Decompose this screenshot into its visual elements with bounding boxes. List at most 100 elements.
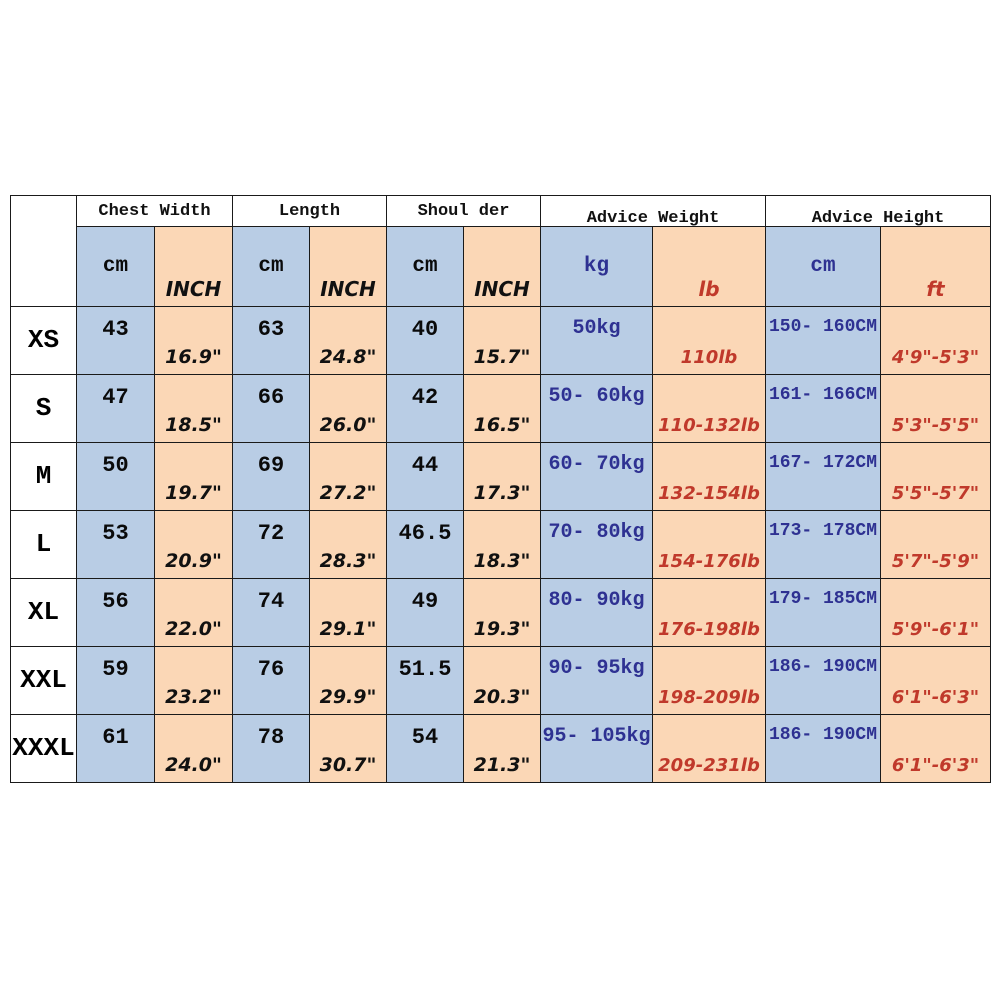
cell-value-length-inch: 29.1" — [319, 618, 377, 641]
cell-value-chest-inch: 22.0" — [165, 618, 222, 641]
size-label-cell: L — [10, 510, 77, 579]
cell-value-weight-lb: 209-231lb — [658, 755, 760, 777]
size-label: XXXL — [12, 733, 75, 764]
subheader-height-cm-cell: cm — [765, 226, 881, 307]
cell-shoulder-inch: 15.7" — [463, 306, 541, 375]
cell-value-weight-lb: 176-198lb — [658, 619, 760, 641]
cell-shoulder-cm: 51.5 — [386, 646, 464, 715]
cell-weight-lb: 176-198lb — [652, 578, 766, 647]
subheader-length-cm: cm — [258, 254, 284, 278]
cell-value-height-cm: 167- 172CM — [768, 453, 878, 473]
cell-value-length-inch: 24.8" — [319, 346, 377, 369]
size-label-cell: M — [10, 442, 77, 511]
cell-shoulder-inch: 17.3" — [463, 442, 541, 511]
cell-value-height-ft: 5'3"-5'5" — [891, 415, 980, 437]
cell-length-cm: 78 — [232, 714, 310, 783]
cell-weight-lb: 132-154lb — [652, 442, 766, 511]
cell-value-length-cm: 69 — [257, 453, 285, 478]
cell-height-cm: 173- 178CM — [765, 510, 881, 579]
subheader-chest-inch-cell: INCH — [154, 226, 233, 307]
size-label: XXL — [20, 665, 67, 696]
cell-height-cm: 161- 166CM — [765, 374, 881, 443]
cell-chest-inch: 24.0" — [154, 714, 233, 783]
cell-value-weight-kg: 70- 80kg — [548, 521, 645, 544]
cell-height-ft: 5'5"-5'7" — [880, 442, 991, 511]
cell-value-shoulder-inch: 17.3" — [473, 482, 531, 505]
size-label-cell: S — [10, 374, 77, 443]
size-row-m: M 50 19.7" 69 27.2" 44 17.3" 60- 70kg 132-154lb 1… — [10, 442, 991, 511]
cell-value-length-inch: 30.7" — [319, 754, 377, 777]
cell-weight-kg: 50kg — [540, 306, 653, 375]
cell-weight-kg: 90- 95kg — [540, 646, 653, 715]
cell-length-inch: 27.2" — [309, 442, 387, 511]
cell-chest-cm: 56 — [76, 578, 155, 647]
cell-weight-lb: 209-231lb — [652, 714, 766, 783]
cell-length-inch: 29.1" — [309, 578, 387, 647]
size-label: XS — [27, 325, 60, 356]
cell-length-cm: 72 — [232, 510, 310, 579]
size-label-cell: XL — [10, 578, 77, 647]
cell-chest-inch: 20.9" — [154, 510, 233, 579]
cell-value-height-cm: 161- 166CM — [768, 385, 878, 405]
cell-value-shoulder-cm: 42 — [411, 385, 439, 410]
cell-length-inch: 29.9" — [309, 646, 387, 715]
subheader-weight-lb-cell: lb — [652, 226, 766, 307]
cell-value-chest-inch: 23.2" — [165, 686, 222, 709]
cell-shoulder-cm: 44 — [386, 442, 464, 511]
cell-weight-kg: 80- 90kg — [540, 578, 653, 647]
cell-value-chest-cm: 50 — [102, 453, 129, 478]
cell-shoulder-cm: 42 — [386, 374, 464, 443]
cell-height-ft: 5'9"-6'1" — [880, 578, 991, 647]
cell-weight-lb: 110-132lb — [652, 374, 766, 443]
subheader-shoulder-cm-cell: cm — [386, 226, 464, 307]
subheader-chest-cm: cm — [102, 254, 129, 278]
size-row-xs: XS 43 16.9" 63 24.8" 40 15.7" 50kg 110lb 150- 160… — [10, 306, 991, 375]
cell-weight-lb: 198-209lb — [652, 646, 766, 715]
cell-weight-kg: 70- 80kg — [540, 510, 653, 579]
cell-value-weight-kg: 80- 90kg — [548, 589, 645, 612]
cell-height-cm: 186- 190CM — [765, 714, 881, 783]
cell-value-shoulder-inch: 16.5" — [473, 414, 531, 437]
cell-chest-inch: 19.7" — [154, 442, 233, 511]
cell-value-length-cm: 66 — [257, 385, 285, 410]
cell-value-weight-lb: 132-154lb — [658, 483, 760, 505]
subheader-weight-kg: kg — [583, 254, 610, 278]
cell-value-chest-inch: 16.9" — [165, 346, 222, 369]
cell-height-ft: 6'1"-6'3" — [880, 646, 991, 715]
subheader-length-inch-cell: INCH — [309, 226, 387, 307]
size-row-xxxl: XXXL 61 24.0" 78 30.7" 54 21.3" 95- 105kg 209-23… — [10, 714, 991, 783]
cell-height-ft: 5'7"-5'9" — [880, 510, 991, 579]
cell-value-shoulder-inch: 15.7" — [473, 346, 531, 369]
cell-value-weight-kg: 90- 95kg — [548, 657, 645, 680]
cell-height-cm: 167- 172CM — [765, 442, 881, 511]
cell-length-cm: 63 — [232, 306, 310, 375]
cell-length-inch: 28.3" — [309, 510, 387, 579]
subheader-length-cm-cell: cm — [232, 226, 310, 307]
group-shoulder-cell: Shoul der — [386, 195, 541, 227]
cell-value-chest-inch: 18.5" — [165, 414, 222, 437]
cell-value-length-cm: 76 — [257, 657, 285, 682]
subheader-height-ft: ft — [926, 277, 945, 301]
size-label-cell: XXL — [10, 646, 77, 715]
cell-value-chest-inch: 24.0" — [165, 754, 222, 777]
cell-value-weight-kg: 50- 60kg — [548, 385, 645, 408]
cell-value-shoulder-cm: 54 — [411, 725, 439, 750]
cell-length-inch: 24.8" — [309, 306, 387, 375]
group-advice-weight-label: Advice Weight — [586, 208, 720, 228]
cell-value-shoulder-cm: 40 — [411, 317, 439, 342]
group-length-cell: Length — [232, 195, 387, 227]
cell-weight-kg: 95- 105kg — [540, 714, 653, 783]
cell-value-height-ft: 6'1"-6'3" — [891, 687, 980, 709]
cell-value-shoulder-inch: 18.3" — [473, 550, 531, 573]
cell-value-chest-cm: 59 — [102, 657, 129, 682]
cell-height-cm: 150- 160CM — [765, 306, 881, 375]
cell-shoulder-inch: 21.3" — [463, 714, 541, 783]
cell-chest-cm: 43 — [76, 306, 155, 375]
cell-height-cm: 179- 185CM — [765, 578, 881, 647]
cell-height-ft: 5'3"-5'5" — [880, 374, 991, 443]
cell-weight-lb: 154-176lb — [652, 510, 766, 579]
cell-height-ft: 4'9"-5'3" — [880, 306, 991, 375]
cell-value-shoulder-inch: 21.3" — [473, 754, 531, 777]
size-label: M — [35, 461, 52, 492]
